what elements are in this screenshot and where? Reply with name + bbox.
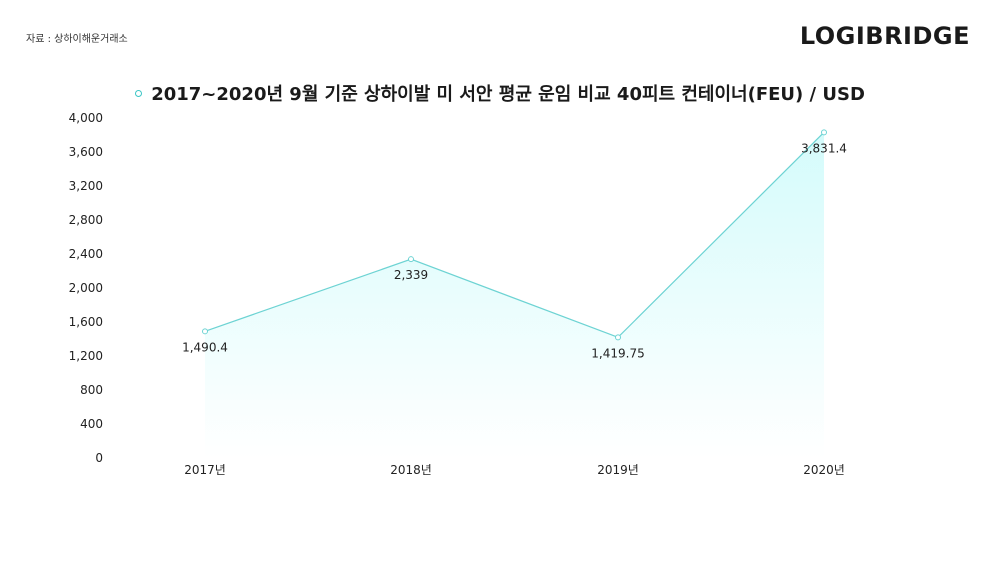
data-label: 1,490.4 bbox=[182, 340, 228, 354]
area-fill bbox=[205, 132, 824, 458]
y-tick-label: 3,200 bbox=[69, 179, 103, 193]
series-line bbox=[204, 131, 825, 339]
data-label: 3,831.4 bbox=[801, 141, 847, 155]
chart-title-row: 2017~2020년 9월 기준 상하이발 미 서안 평균 운임 비교 40피트… bbox=[0, 80, 1000, 106]
data-point bbox=[202, 328, 208, 335]
x-tick-label: 2018년 bbox=[390, 463, 432, 477]
y-tick-label: 2,000 bbox=[69, 281, 103, 295]
brand-logo: LOGIBRIDGE bbox=[799, 22, 970, 50]
x-tick-label: 2020년 bbox=[803, 463, 845, 477]
y-tick-label: 400 bbox=[80, 417, 103, 431]
data-point bbox=[408, 256, 414, 263]
y-tick-label: 800 bbox=[80, 383, 103, 397]
data-point bbox=[615, 334, 621, 341]
data-point bbox=[821, 129, 827, 136]
x-tick-label: 2017년 bbox=[184, 463, 226, 477]
source-note: 자료 : 상하이해운거래소 bbox=[26, 34, 128, 45]
data-label: 2,339 bbox=[394, 268, 428, 282]
y-tick-label: 3,600 bbox=[69, 145, 103, 159]
y-tick-label: 2,400 bbox=[69, 247, 103, 261]
y-tick-label: 4,000 bbox=[69, 111, 103, 125]
y-tick-label: 1,200 bbox=[69, 349, 103, 363]
y-tick-label: 0 bbox=[95, 451, 103, 465]
chart-title: 2017~2020년 9월 기준 상하이발 미 서안 평균 운임 비교 40피트… bbox=[151, 84, 865, 105]
data-label: 1,419.75 bbox=[591, 346, 644, 360]
y-tick-label: 2,800 bbox=[69, 213, 103, 227]
y-tick-label: 1,600 bbox=[69, 315, 103, 329]
title-bullet-icon bbox=[135, 89, 143, 97]
x-tick-label: 2019년 bbox=[597, 463, 639, 477]
